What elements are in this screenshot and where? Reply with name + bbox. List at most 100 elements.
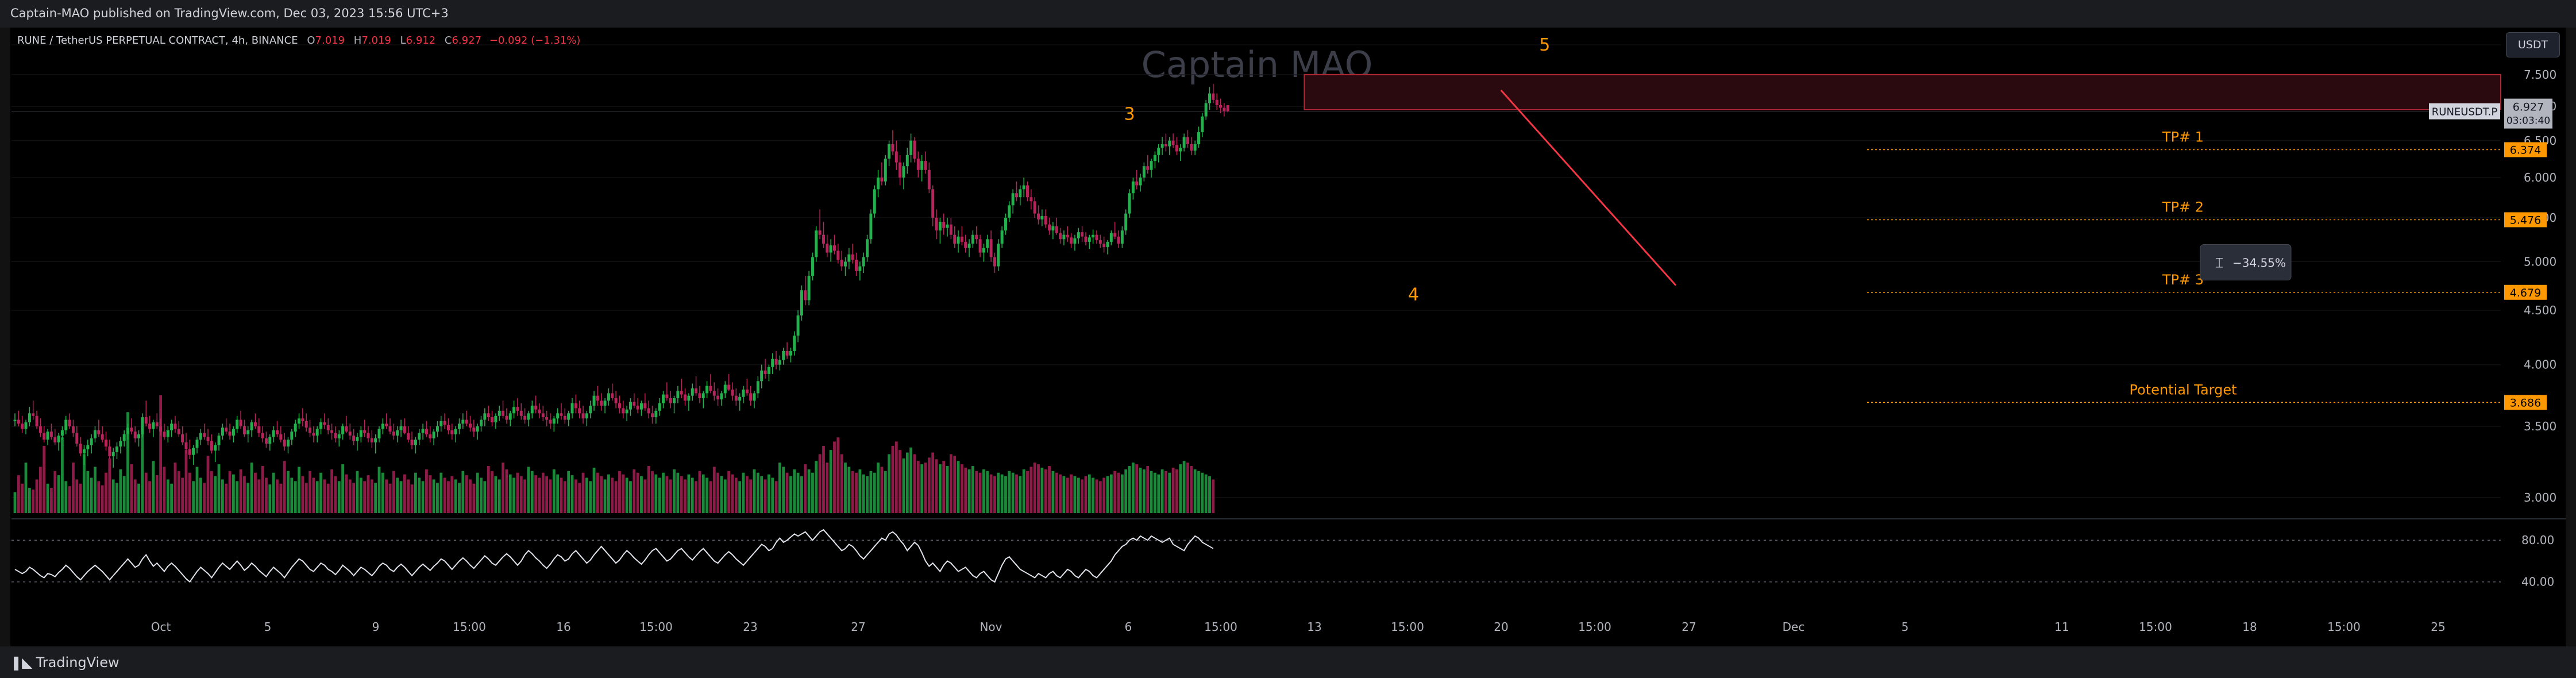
candle-body xyxy=(163,432,166,437)
volume-bar xyxy=(1008,471,1011,513)
candle-body xyxy=(388,426,392,432)
measure-icon: ⌶ xyxy=(2215,255,2223,271)
candle-body xyxy=(774,359,778,365)
volume-bar xyxy=(527,467,530,513)
candle-body xyxy=(720,393,723,400)
volume-bar xyxy=(334,476,337,513)
volume-bar xyxy=(815,461,818,513)
candle-body xyxy=(443,421,446,425)
x-tick-label: 23 xyxy=(743,620,757,634)
volume-bar xyxy=(796,472,800,513)
candle-body xyxy=(1117,236,1120,244)
volume-bar xyxy=(276,479,279,513)
volume-bar xyxy=(330,469,333,513)
candle-body xyxy=(611,393,614,398)
volume-bar xyxy=(840,454,843,513)
volume-bar xyxy=(1193,469,1197,513)
candle-body xyxy=(662,394,665,403)
volume-bar xyxy=(942,461,946,513)
candle-body xyxy=(1092,234,1095,238)
candle-body xyxy=(858,266,862,271)
volume-bar xyxy=(480,477,483,513)
candle-body xyxy=(133,432,137,438)
candle-body xyxy=(1142,166,1146,178)
volume-bar xyxy=(534,475,538,513)
volume-bar xyxy=(1109,474,1113,513)
volume-bar xyxy=(793,469,796,513)
candle-body xyxy=(287,440,290,447)
volume-bar xyxy=(487,466,490,513)
volume-bar xyxy=(21,483,24,513)
symbol-legend[interactable]: RUNE / TetherUS PERPETUAL CONTRACT, 4h, … xyxy=(17,34,580,47)
candle-body xyxy=(480,419,483,426)
volume-bar xyxy=(804,464,807,513)
candle-body xyxy=(1022,185,1025,190)
brand-mark: ❚◣ xyxy=(10,654,33,671)
volume-bar xyxy=(425,469,428,513)
volume-bar xyxy=(115,483,118,513)
volume-bar xyxy=(1186,463,1189,513)
volume-bar xyxy=(1208,476,1211,513)
candle-body xyxy=(778,360,781,365)
x-tick-label: 27 xyxy=(1682,620,1696,634)
volume-bar xyxy=(1204,474,1208,513)
volume-bar xyxy=(61,437,64,513)
volume-bar xyxy=(1139,467,1142,513)
candle-body xyxy=(166,430,169,437)
currency-button[interactable]: USDT xyxy=(2506,32,2560,57)
candle-body xyxy=(585,413,588,419)
volume-bar xyxy=(971,466,974,513)
volume-bar xyxy=(1062,476,1066,513)
candle-body xyxy=(651,413,654,418)
volume-bar xyxy=(556,474,560,513)
candle-body xyxy=(217,436,221,445)
volume-bar xyxy=(308,471,311,513)
volume-bar xyxy=(778,463,781,513)
candle-body xyxy=(647,408,650,414)
volume-bar xyxy=(767,474,770,513)
volume-bar xyxy=(1160,469,1164,513)
volume-bar xyxy=(148,481,151,513)
x-tick-label: 5 xyxy=(264,620,272,634)
candle-body xyxy=(833,245,836,251)
y-tick-label: 3.000 xyxy=(2524,491,2556,504)
volume-bar xyxy=(877,463,880,513)
volume-bar xyxy=(385,479,388,513)
candle-body xyxy=(782,350,785,360)
candle-body xyxy=(17,419,20,424)
candle-body xyxy=(916,159,920,170)
candle-body xyxy=(199,433,202,440)
candle-body xyxy=(1081,232,1084,237)
volume-bar xyxy=(1179,464,1182,513)
volume-bar xyxy=(1081,479,1084,513)
candle-body xyxy=(275,430,279,434)
volume-bar xyxy=(1037,464,1040,513)
symbol-title: RUNE / TetherUS PERPETUAL CONTRACT, 4h, … xyxy=(17,34,298,47)
candle-body xyxy=(425,429,428,434)
candle-body xyxy=(348,432,352,436)
candle-body xyxy=(126,427,130,434)
candle-body xyxy=(815,230,818,257)
candle-body xyxy=(826,243,829,253)
candle-body xyxy=(578,408,581,414)
x-tick-label: 27 xyxy=(851,620,865,634)
volume-bar xyxy=(1055,472,1058,513)
x-axis: Oct 5 9 15:00 16 15:00 23 27 Nov 6 15:00 13 15:00 20 1… xyxy=(151,620,2446,634)
candle-body xyxy=(1182,137,1186,148)
candle-body xyxy=(356,437,359,441)
volume-bar xyxy=(1019,476,1022,513)
candle-body xyxy=(760,370,763,382)
candle-body xyxy=(920,161,924,170)
volume-bar xyxy=(884,471,887,513)
candle-body xyxy=(429,434,432,438)
brand-name: TradingView xyxy=(36,654,119,671)
candle-body xyxy=(592,395,596,406)
chart-area[interactable]: Captain MAO TP# 1 TP# 2 TP# 3 Potential Tar… xyxy=(10,28,2566,646)
volume-bar xyxy=(396,477,399,513)
volume-bar xyxy=(392,471,395,513)
volume-bar xyxy=(949,454,952,513)
volume-bar xyxy=(429,475,432,513)
volume-bar xyxy=(898,450,902,513)
candle-body xyxy=(1113,233,1117,237)
